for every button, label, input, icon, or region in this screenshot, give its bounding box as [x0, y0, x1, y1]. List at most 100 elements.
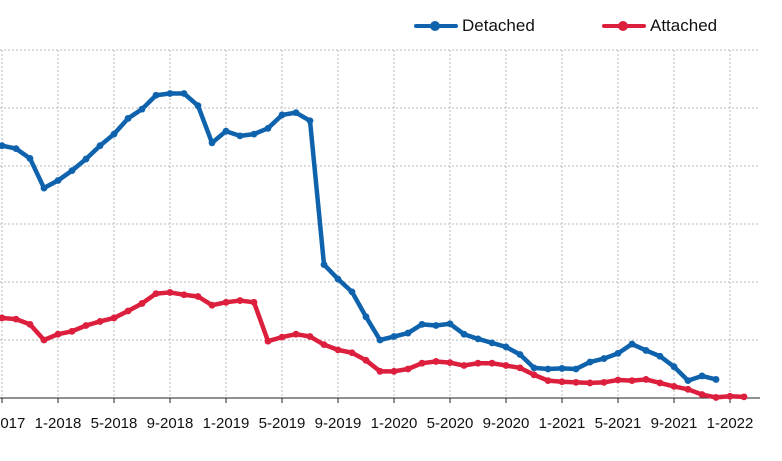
data-point-detached	[40, 184, 48, 192]
data-point-attached	[12, 315, 20, 323]
data-point-attached	[460, 362, 468, 369]
x-tick-label: 1-2020	[371, 415, 418, 432]
x-tick-label: 9-2018	[147, 415, 194, 432]
data-point-detached	[152, 91, 160, 99]
data-point-attached	[586, 379, 594, 387]
data-point-attached	[572, 378, 580, 386]
data-point-attached	[348, 349, 356, 357]
data-point-detached	[474, 335, 482, 343]
data-point-attached	[236, 297, 244, 304]
data-point-attached	[698, 391, 706, 398]
data-point-detached	[684, 377, 692, 384]
data-point-detached	[516, 351, 524, 358]
data-point-attached	[642, 376, 650, 383]
legend-swatch-detached	[414, 14, 458, 38]
data-point-detached	[544, 365, 552, 373]
data-point-attached	[530, 371, 538, 379]
data-point-detached	[124, 115, 132, 122]
data-point-detached	[138, 105, 146, 113]
data-point-attached	[250, 298, 258, 306]
data-point-detached	[222, 127, 230, 135]
data-point-attached	[628, 377, 636, 384]
legend-item-attached: Attached	[602, 14, 717, 38]
data-point-detached	[54, 177, 62, 184]
legend-label-detached: Detached	[462, 16, 535, 35]
x-axis-tick-labels: 9-2017 1-2018 5-2018 9-2018 1-2019 5-2019 9-20…	[0, 415, 753, 432]
data-point-attached	[558, 378, 566, 386]
data-point-detached	[68, 167, 76, 175]
data-point-attached	[362, 356, 370, 364]
data-point-attached	[96, 318, 104, 325]
data-point-attached	[502, 362, 510, 369]
data-point-attached	[390, 367, 398, 375]
data-point-detached	[432, 322, 440, 329]
data-point-detached	[236, 132, 244, 140]
data-point-detached	[418, 320, 426, 328]
data-point-attached	[82, 322, 90, 329]
series-attached	[0, 289, 748, 401]
data-point-attached	[488, 359, 496, 367]
data-point-detached	[180, 90, 188, 97]
data-point-detached	[82, 155, 90, 163]
data-point-detached	[110, 130, 118, 138]
data-point-attached	[278, 333, 286, 341]
data-point-attached	[54, 330, 62, 338]
data-point-detached	[320, 261, 328, 268]
grid-lines	[0, 49, 760, 398]
x-tick-label: 9-2021	[651, 415, 698, 432]
data-point-attached	[404, 365, 412, 373]
data-point-attached	[292, 330, 300, 338]
data-point-detached	[530, 364, 538, 372]
data-point-attached	[26, 320, 34, 328]
data-point-attached	[152, 290, 160, 297]
data-point-attached	[600, 378, 608, 386]
data-point-attached	[0, 314, 6, 322]
data-point-attached	[418, 359, 426, 367]
data-point-attached	[740, 393, 748, 401]
data-point-attached	[684, 385, 692, 393]
data-point-detached	[292, 109, 300, 117]
data-point-attached	[264, 337, 272, 345]
x-tick-label: 9-2019	[315, 415, 362, 432]
data-point-attached	[726, 392, 734, 400]
data-point-attached	[376, 367, 384, 375]
data-point-detached	[642, 347, 650, 354]
data-point-attached	[40, 336, 48, 344]
data-point-attached	[432, 358, 440, 365]
data-point-detached	[502, 343, 510, 351]
data-point-attached	[222, 298, 230, 306]
data-point-detached	[96, 142, 104, 150]
data-point-attached	[166, 289, 174, 296]
data-point-attached	[194, 293, 202, 300]
data-point-detached	[712, 376, 720, 383]
data-point-detached	[26, 155, 34, 162]
x-tick-label: 9-2020	[483, 415, 530, 432]
legend-swatch-attached	[602, 14, 646, 38]
data-point-detached	[390, 333, 398, 340]
legend-label-attached: Attached	[650, 16, 718, 35]
data-point-detached	[250, 130, 258, 138]
data-point-detached	[698, 372, 706, 380]
x-tick-label: 5-2021	[595, 415, 642, 432]
x-tick-label: 5-2018	[91, 415, 138, 432]
x-tick-label: 9-2017	[0, 415, 25, 432]
data-point-detached	[600, 355, 608, 362]
data-point-attached	[614, 376, 622, 384]
data-point-detached	[614, 349, 622, 357]
data-point-detached	[12, 145, 20, 153]
x-tick-label: 1-2021	[539, 415, 586, 432]
data-point-detached	[586, 358, 594, 366]
data-point-detached	[208, 139, 216, 147]
data-point-detached	[572, 365, 580, 373]
data-point-detached	[194, 102, 202, 110]
data-point-detached	[264, 124, 272, 132]
data-point-attached	[712, 394, 720, 401]
data-point-detached	[278, 111, 286, 119]
data-point-detached	[334, 275, 342, 283]
data-point-detached	[558, 365, 566, 372]
data-point-detached	[670, 363, 678, 371]
axes	[0, 397, 760, 403]
data-point-attached	[670, 383, 678, 390]
x-tick-label: 1-2019	[203, 415, 250, 432]
data-point-attached	[656, 379, 664, 387]
